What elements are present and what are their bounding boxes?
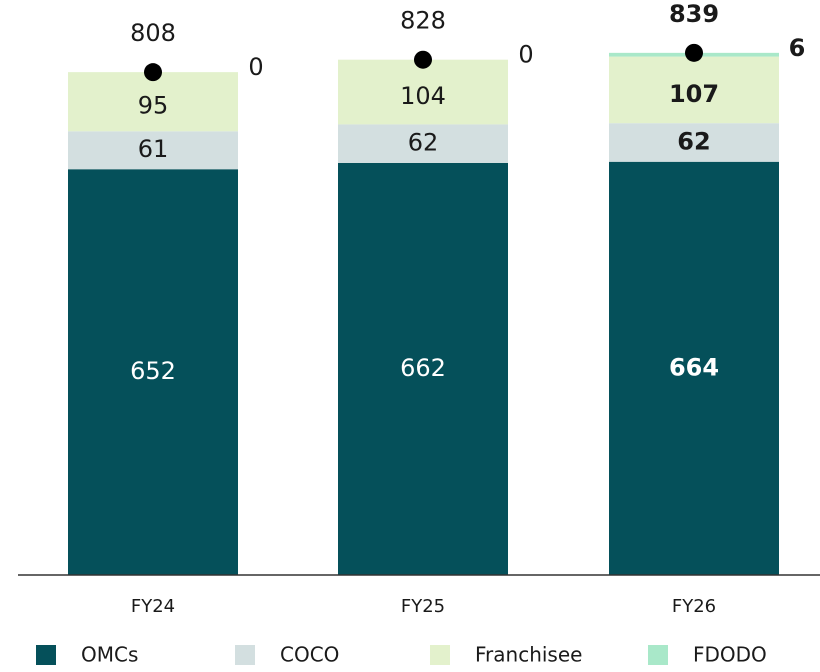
bar-segment: [68, 169, 238, 575]
value-label: 62: [677, 127, 710, 155]
x-tick-label: FY25: [401, 596, 445, 617]
total-marker: [414, 50, 432, 69]
total-marker: [144, 63, 162, 82]
legend-label: Franchisee: [475, 643, 582, 667]
total-label: 808: [130, 19, 176, 47]
bar-segment: [338, 163, 508, 575]
bar-segment: [338, 59, 508, 125]
legend-swatch: [36, 645, 56, 665]
total-label: 828: [400, 7, 446, 35]
value-label: 95: [138, 92, 169, 120]
value-label: 6: [789, 34, 806, 62]
value-label: 652: [130, 357, 176, 385]
legend-swatch: [648, 645, 668, 665]
bar-segment: [609, 161, 779, 576]
bar-segment: [338, 124, 508, 164]
bar-segment: [609, 123, 779, 162]
bar-segment: [609, 56, 779, 124]
legend-label: OMCs: [81, 643, 138, 667]
bar-segment: [68, 131, 238, 170]
value-label: 104: [400, 82, 446, 110]
value-label: 107: [669, 80, 719, 108]
value-label: 0: [518, 41, 533, 69]
total-marker: [685, 43, 703, 62]
legend-label: FDODO: [693, 643, 767, 667]
legend-swatch: [430, 645, 450, 665]
total-label: 839: [669, 0, 719, 28]
value-label: 662: [400, 354, 446, 382]
value-label: 0: [248, 53, 263, 81]
legend-swatch: [235, 645, 255, 665]
value-label: 62: [408, 129, 439, 157]
x-tick-label: FY26: [672, 596, 716, 617]
value-label: 664: [669, 353, 719, 381]
value-label: 61: [138, 135, 169, 163]
legend-label: COCO: [280, 643, 339, 667]
x-tick-label: FY24: [131, 596, 175, 617]
bar-segment: [68, 72, 238, 132]
